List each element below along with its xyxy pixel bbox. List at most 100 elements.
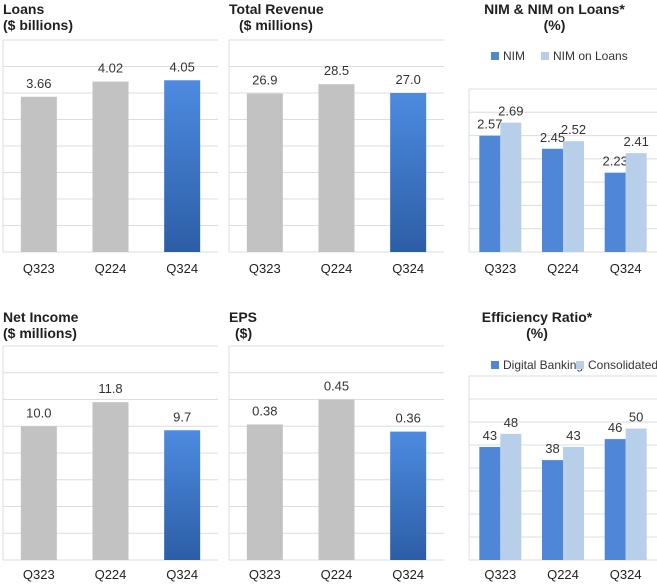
efficiency-bar-primary [604, 439, 626, 560]
nim-bar-primary [604, 172, 626, 252]
efficiency-value-label: 48 [504, 415, 518, 430]
nim-value-label: 2.41 [624, 134, 649, 149]
efficiency-value-label: 43 [483, 428, 497, 443]
netincome-bar [20, 426, 57, 560]
efficiency-legend-label: Digital Banking [503, 358, 583, 372]
revenue-tick-label: Q324 [392, 261, 424, 276]
eps-panel: EPS ($) Q323 Q224 Q324 0.38 0.45 0.36 [226, 302, 444, 586]
nim-bar-secondary [563, 141, 584, 252]
loans-value-label: 3.66 [26, 76, 51, 91]
loans-value-label: 4.02 [98, 61, 123, 76]
efficiency-chart: Q323 Q224 Q324 43 48 38 43 46 50 Digital Banking C… [468, 358, 657, 582]
nim-title-line2: (%) [543, 17, 566, 33]
loans-value-label: 4.05 [170, 59, 195, 74]
nim-tick-label: Q323 [484, 261, 516, 276]
efficiency-value-label: 38 [545, 441, 559, 456]
netincome-value-label: 10.0 [26, 405, 51, 420]
eps-value-label: 0.38 [252, 403, 277, 418]
revenue-tick-label: Q323 [249, 261, 281, 276]
revenue-value-label: 28.5 [324, 63, 349, 78]
netincome-bar [92, 402, 129, 560]
eps-title: EPS ($) [229, 309, 257, 341]
efficiency-title-line2: (%) [526, 325, 548, 341]
eps-tick-label: Q324 [392, 567, 424, 582]
nim-value-label: 2.69 [498, 104, 523, 119]
efficiency-title-line1: Efficiency Ratio* [481, 309, 593, 325]
nim-legend-swatch [491, 52, 499, 60]
netincome-title: Net Income ($ millions) [3, 309, 78, 341]
netincome-value-label: 9.7 [173, 409, 191, 424]
eps-tick-label: Q323 [249, 567, 281, 582]
loans-title: Loans ($ billions) [3, 1, 73, 33]
nim-title-line1: NIM & NIM on Loans* [484, 1, 625, 17]
efficiency-bar-secondary [563, 446, 584, 560]
netincome-title-line2: ($ millions) [3, 325, 77, 341]
eps-title-line1: EPS [229, 309, 258, 325]
loans-tick-label: Q324 [166, 261, 198, 276]
nim-legend-label: NIM on Loans [553, 49, 628, 63]
efficiency-legend-swatch [576, 361, 584, 369]
nim-tick-label: Q324 [610, 261, 642, 276]
revenue-bar [390, 93, 427, 252]
eps-bar [246, 424, 283, 560]
efficiency-tick-label: Q323 [484, 567, 516, 582]
loans-title-line2: ($ billions) [3, 17, 73, 33]
eps-value-label: 0.36 [396, 411, 421, 426]
loans-bar [92, 81, 129, 252]
eps-tick-label: Q224 [321, 567, 353, 582]
revenue-value-label: 27.0 [396, 72, 421, 87]
nim-title: NIM & NIM on Loans* (%) [452, 1, 657, 33]
revenue-value-label: 26.9 [252, 73, 277, 88]
efficiency-bar-primary [479, 446, 501, 560]
nim-panel: NIM & NIM on Loans* (%) Q323 Q224 Q324 2.57… [452, 0, 657, 290]
nim-bar-secondary [625, 153, 647, 252]
netincome-title-line1: Net Income [3, 309, 79, 325]
efficiency-value-label: 50 [629, 410, 643, 425]
nim-value-label: 2.52 [561, 122, 586, 137]
netincome-panel: Net Income ($ millions) Q323 Q224 Q324 10.0… [0, 302, 218, 586]
revenue-bar [246, 93, 283, 252]
netincome-chart: Q323 Q224 Q324 10.0 11.8 9.7 [2, 345, 218, 582]
efficiency-legend-label: Consolidated [588, 358, 657, 372]
eps-bar [390, 431, 427, 560]
nim-bar-primary [479, 135, 501, 252]
netincome-tick-label: Q323 [23, 567, 55, 582]
revenue-tick-label: Q224 [321, 261, 353, 276]
nim-tick-label: Q224 [547, 261, 579, 276]
revenue-title: Total Revenue ($ millions) [229, 1, 324, 33]
efficiency-tick-label: Q324 [610, 567, 642, 582]
efficiency-legend-swatch [491, 361, 499, 369]
loans-tick-label: Q224 [95, 261, 127, 276]
efficiency-tick-label: Q224 [547, 567, 579, 582]
nim-bar-secondary [500, 122, 522, 252]
loans-title-line1: Loans [3, 1, 45, 17]
revenue-panel: Total Revenue ($ millions) Q323 Q224 Q324 2… [226, 0, 444, 290]
efficiency-bar-secondary [625, 428, 647, 560]
eps-bar [318, 399, 355, 560]
loans-bar [164, 80, 201, 252]
efficiency-value-label: 46 [608, 420, 622, 435]
revenue-title-line2: ($ millions) [239, 17, 313, 33]
nim-legend-swatch [541, 52, 549, 60]
efficiency-title: Efficiency Ratio* (%) [452, 309, 622, 341]
nim-legend-label: NIM [503, 49, 525, 63]
efficiency-bar-primary [542, 460, 563, 560]
loans-panel: Loans ($ billions) Q323 Q224 Q324 3.66 4.02 4… [0, 0, 218, 290]
netincome-bar [164, 430, 201, 560]
efficiency-bar-secondary [500, 433, 522, 560]
nim-value-label: 2.57 [477, 117, 502, 132]
nim-bar-primary [542, 148, 563, 252]
loans-chart: Q323 Q224 Q324 3.66 4.02 4.05 [2, 39, 218, 276]
eps-title-line2: ($) [235, 325, 253, 341]
revenue-title-line1: Total Revenue [229, 1, 324, 17]
loans-bar [20, 96, 57, 252]
eps-chart: Q323 Q224 Q324 0.38 0.45 0.36 [228, 345, 444, 582]
nim-value-label: 2.23 [603, 154, 628, 169]
efficiency-panel: Efficiency Ratio* (%) Q323 Q224 Q324 43 48 38… [452, 302, 657, 586]
nim-value-label: 2.45 [540, 130, 565, 145]
loans-tick-label: Q323 [23, 261, 55, 276]
nim-chart: Q323 Q224 Q324 2.572.69 2.452.52 2.23 2.41 NIM N… [468, 49, 657, 276]
revenue-chart: Q323 Q224 Q324 26.9 28.5 27.0 [228, 39, 444, 276]
netincome-tick-label: Q224 [95, 567, 127, 582]
revenue-bar [318, 84, 355, 253]
